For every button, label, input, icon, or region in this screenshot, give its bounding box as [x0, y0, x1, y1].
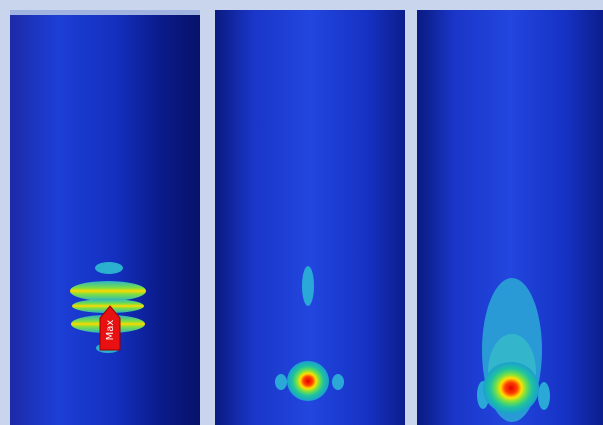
field-hotspot — [287, 361, 329, 401]
marker-label: Max — [105, 320, 116, 341]
field-lobe — [70, 281, 146, 301]
panel — [10, 10, 200, 425]
field-lobe — [275, 374, 287, 390]
field-lobe — [302, 266, 314, 306]
field-lobe — [538, 382, 550, 410]
field-hotspot — [483, 362, 539, 414]
field-lobe — [332, 374, 344, 390]
field-lobe — [95, 262, 123, 274]
page: Max (() => { const data = JSON.parse(doc… — [0, 0, 603, 425]
field-plot-view: Max — [0, 0, 603, 425]
panel-edge — [10, 10, 200, 15]
